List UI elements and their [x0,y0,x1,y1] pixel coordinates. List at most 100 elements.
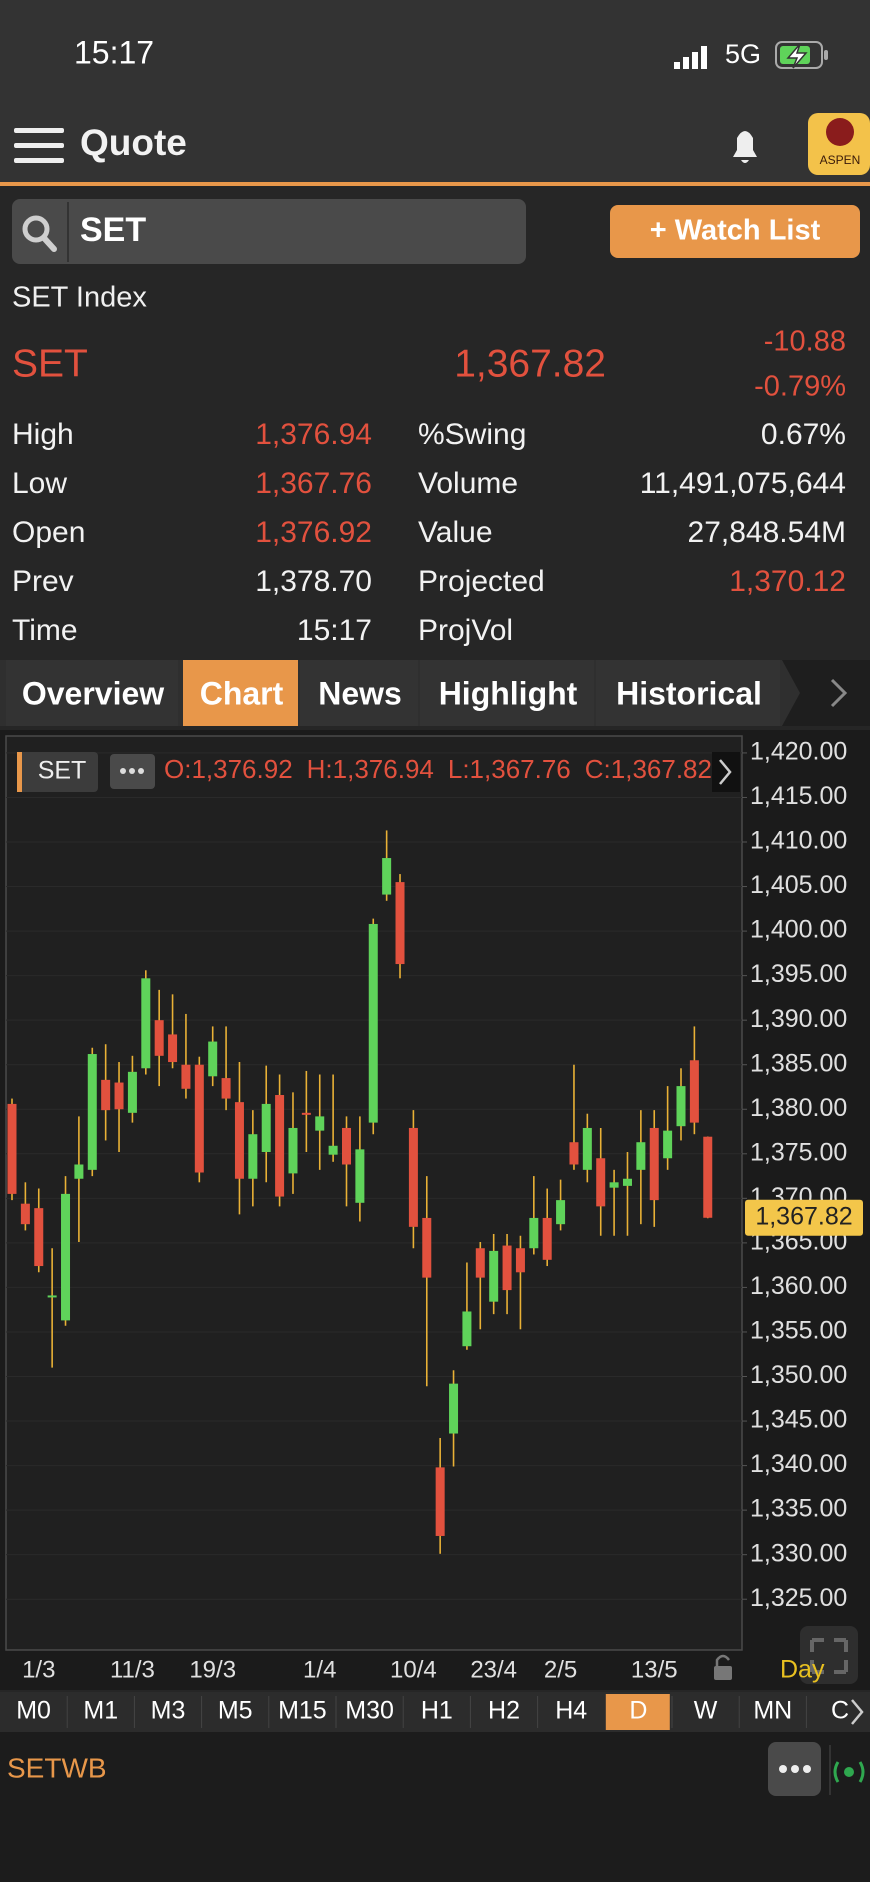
tab-label[interactable]: Historical [616,675,762,711]
timeframe-scroll[interactable] [851,1699,864,1725]
candle-body [449,1383,459,1434]
watchlist-button[interactable] [610,205,860,258]
candle-body [663,1130,673,1159]
ohlc-label: L:1,367.76 [448,754,571,784]
candle-body [7,1103,17,1194]
stats-table: High 1,376.94 %Swing 0.67% Low 1,367.76 Volume… [12,418,846,647]
timeframe-label[interactable]: MN [753,1697,792,1725]
search-box[interactable] [12,199,526,264]
timeframe-label[interactable]: H4 [555,1697,587,1725]
y-tick-label: 1,410.00 [750,827,847,855]
page-title: Quote [80,122,187,163]
tab[interactable] [6,660,178,726]
symbol: SET [12,342,88,385]
change-percent: -0.79% [754,371,846,403]
candle-body [368,923,378,1123]
timeframe-label[interactable]: M3 [151,1697,186,1725]
y-tick-label: 1,385.00 [750,1049,847,1077]
candle-body [315,1116,325,1131]
tab-label[interactable]: News [318,675,402,711]
tab[interactable] [420,660,594,726]
candle-body [542,1217,552,1260]
tab-label[interactable]: Highlight [439,675,578,711]
last-price: 1,367.82 [454,342,606,385]
candle-body [101,1079,111,1111]
lock-icon[interactable] [714,1654,732,1680]
y-tick-label: 1,375.00 [750,1138,847,1166]
tab[interactable] [183,660,298,726]
tab[interactable] [596,660,780,726]
stat-value: 0.67% [761,418,846,451]
candle-body [194,1064,204,1173]
timeframe-label[interactable]: H1 [421,1697,453,1725]
candle-body [556,1200,566,1225]
candle-body [20,1203,30,1225]
y-tick-label: 1,355.00 [750,1317,847,1345]
x-tick-label: 19/3 [189,1656,236,1683]
status-time: 15:17 [74,34,154,70]
timeframe-label[interactable]: W [694,1697,718,1725]
change: -10.88 [764,326,846,358]
stat-value: 15:17 [297,614,372,647]
bell-button[interactable] [733,131,757,163]
tab[interactable] [300,660,418,726]
candle-body [248,1134,258,1179]
candle-body [47,1295,57,1298]
candle-body [234,1102,244,1179]
candle-body [689,1060,699,1123]
tab-label[interactable]: Overview [22,675,164,711]
candle-body [408,1127,418,1227]
watchlist-panel [0,1732,870,1882]
search-icon [22,215,50,243]
timeframe-label[interactable]: M15 [278,1697,327,1725]
timeframe-label[interactable]: M1 [83,1697,118,1725]
candle-body [435,1467,445,1536]
chart: 1,420.00 1,415.00 1,410.00 1,405.00 1,400.00… [6,738,863,1683]
stat-label: Open [12,516,85,549]
legend-scroll[interactable] [712,752,740,792]
index-name: SET Index [12,282,147,314]
ohlc-legend: O:1,376.92 H:1,376.94 L:1,367.76 C:1,367.82 [164,754,712,784]
search-query[interactable]: SET [80,211,146,249]
timeframe-label[interactable]: C [831,1697,849,1725]
menu-button[interactable] [14,128,64,163]
y-tick-label: 1,325.00 [750,1584,847,1612]
watchlist-symbol[interactable]: SETWB [7,1752,107,1783]
timeframe-label[interactable]: M0 [16,1697,51,1725]
candle-body [582,1127,592,1170]
candle-body [168,1034,178,1063]
stat-value: 1,367.76 [255,467,372,500]
watchlist-button-label[interactable]: + Watch List [650,215,821,247]
y-tick-label: 1,350.00 [750,1361,847,1389]
x-tick-label: 2/5 [544,1656,577,1683]
tab-scroll[interactable] [782,660,870,726]
candle-body [609,1182,619,1188]
candle-body [181,1064,191,1089]
legend-symbol-box[interactable] [17,752,98,792]
stat-label: ProjVol [418,614,513,647]
network-label: 5G [725,39,761,69]
legend-symbol: SET [38,757,87,785]
stat-label: Value [418,516,493,549]
timeframe-active[interactable] [605,1694,670,1730]
timeframe-label[interactable]: M30 [345,1697,394,1725]
candle-body [622,1178,632,1186]
candle-body [342,1127,351,1165]
candle-body [703,1136,713,1218]
plot [6,752,742,1600]
candle-body [502,1245,512,1291]
stat-label: %Swing [418,418,526,451]
timeframe-label[interactable]: M5 [218,1697,253,1725]
x-tick-label: 1/3 [22,1656,55,1683]
candle-body [34,1208,44,1267]
timeframe-label[interactable]: H2 [488,1697,520,1725]
tab-label[interactable]: Chart [200,675,284,711]
x-tick-label: 1/4 [303,1656,336,1683]
candle-body [515,1248,525,1273]
timeframe-label[interactable]: D [629,1697,647,1725]
candle-body [529,1217,539,1249]
candle-body [61,1193,71,1321]
plot-area [5,735,743,1651]
candle-body [422,1217,432,1278]
tabs: Overview Chart News Highlight Historical [6,660,780,726]
